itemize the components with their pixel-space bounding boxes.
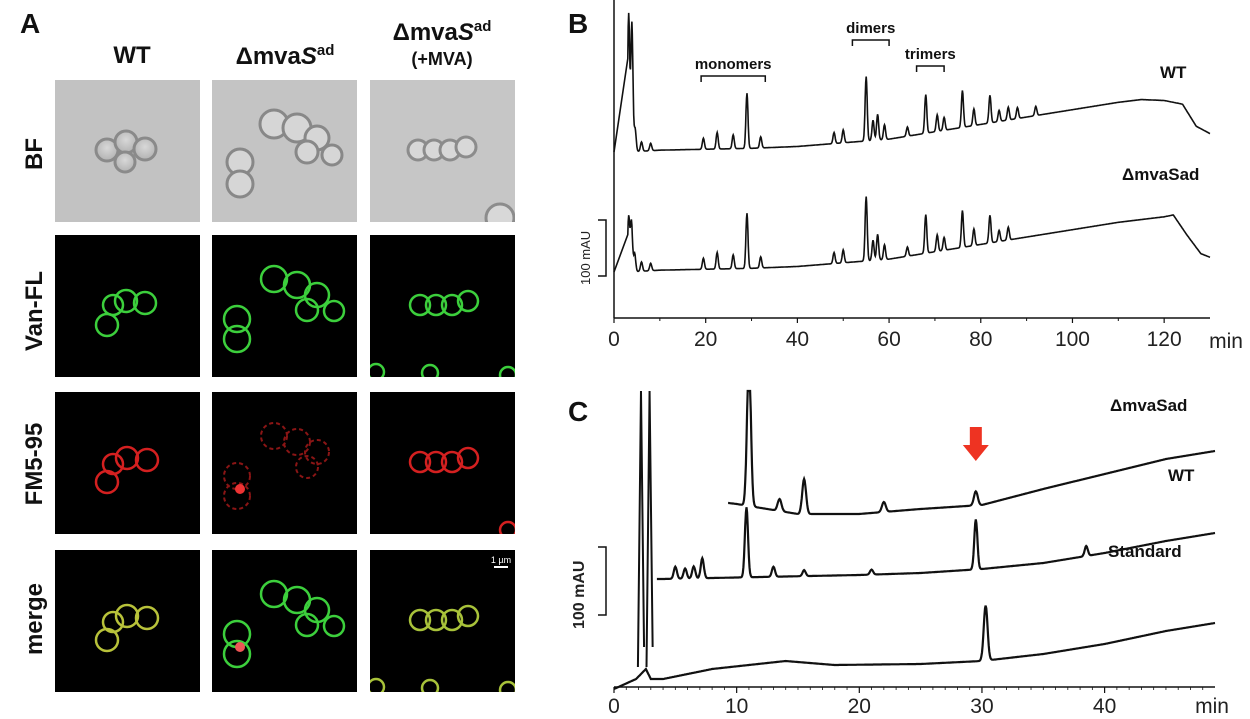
chart-c-tick-label: 10 (725, 695, 748, 718)
chart-c-tick-label: 20 (848, 695, 871, 718)
chart-c-trace-2 (613, 605, 1216, 690)
chart-b-annotation-monomers: monomers (695, 56, 772, 73)
chart-b-tick-label: 60 (877, 328, 900, 351)
chart-b-tick-label: 0 (608, 328, 620, 351)
red-arrow-icon (962, 427, 989, 461)
column-header-mutant: ΔmvaSad (235, 42, 335, 70)
chart-b: 0 20 40 60 80 100 120 min 100 mAU monomers dimerst… (578, 0, 1243, 353)
chart-b-trace-1 (613, 196, 1211, 273)
chart-b-trace-0 (613, 12, 1211, 153)
chart-b-label-mutant: ΔmvaSad (1122, 165, 1199, 184)
chart-b-annotation-dimers: dimers (846, 20, 895, 37)
chart-c-scale-label: 100 mAU (571, 561, 588, 629)
micrograph-bf-mutant (212, 80, 357, 222)
row-label-merge: merge (21, 582, 48, 656)
column-header-mutant-mva: ΔmvaSad (+MVA) (392, 18, 492, 69)
micrograph-vanfl-wt (55, 235, 200, 377)
chart-b-tick-label: 80 (969, 328, 992, 351)
chart-c-scale-bar (598, 546, 607, 616)
chart-c-tick-label: 30 (970, 695, 993, 718)
chart-c-solvent-peak (636, 390, 646, 668)
chart-c-tick-label: 0 (608, 695, 620, 718)
micrograph-bf-wt (55, 80, 200, 222)
row-label-van-fl: Van-FL (21, 271, 48, 352)
chart-b-tick-label: 20 (694, 328, 717, 351)
chart-b-tick-label: 40 (786, 328, 809, 351)
chart-c-label-c_wt: WT (1168, 466, 1195, 485)
chart-c-xlabel: min (1195, 695, 1229, 718)
micrograph-vanfl-mutant (212, 235, 357, 377)
chart-c-trace-1 (656, 507, 1216, 581)
chart-b-scale-label: 100 mAU (578, 231, 593, 285)
chart-c: 0 10 20 30 40 min 100 mAU ΔmvaSad WT Standard (571, 389, 1229, 718)
chart-b-scale-bar (598, 219, 607, 277)
micrograph-merge-mutant-mva: 1 µm (370, 550, 515, 692)
chart-b-annotation-bracket (700, 75, 767, 82)
micrograph-fm595-wt (55, 392, 200, 534)
chart-b-label-wt: WT (1160, 63, 1187, 82)
chart-c-trace-0 (728, 389, 1216, 516)
panel-b-letter: B (568, 8, 589, 39)
column-header-wt: WT (113, 42, 151, 69)
chart-b-annotation-bracket (915, 65, 945, 72)
micrograph-merge-wt (55, 550, 200, 692)
micrograph-vanfl-mutant-mva (370, 235, 515, 377)
micrograph-merge-mutant (212, 550, 357, 692)
chart-c-tick-label: 40 (1093, 695, 1116, 718)
scale-bar-label: 1 µm (491, 555, 511, 565)
chart-c-label-c_std: Standard (1108, 542, 1182, 561)
chart-b-tick-label: 120 (1147, 328, 1182, 351)
row-label-bf: BF (21, 138, 48, 170)
chart-b-xlabel: min (1209, 330, 1243, 353)
panel-c-letter: C (568, 396, 589, 427)
chart-c-solvent-peak (645, 390, 654, 668)
row-label-fm5-95: FM5-95 (21, 422, 48, 506)
chart-b-annotation-trimers: trimers (905, 46, 956, 63)
chart-b-tick-label: 100 (1055, 328, 1090, 351)
panel-a-letter: A (20, 8, 41, 39)
micrograph-fm595-mutant-mva (370, 392, 515, 534)
chart-b-annotation-bracket (851, 39, 890, 46)
micrograph-bf-mutant-mva (370, 80, 515, 222)
chart-c-label-c_mut: ΔmvaSad (1110, 396, 1187, 415)
micrograph-fm595-mutant (212, 392, 357, 534)
